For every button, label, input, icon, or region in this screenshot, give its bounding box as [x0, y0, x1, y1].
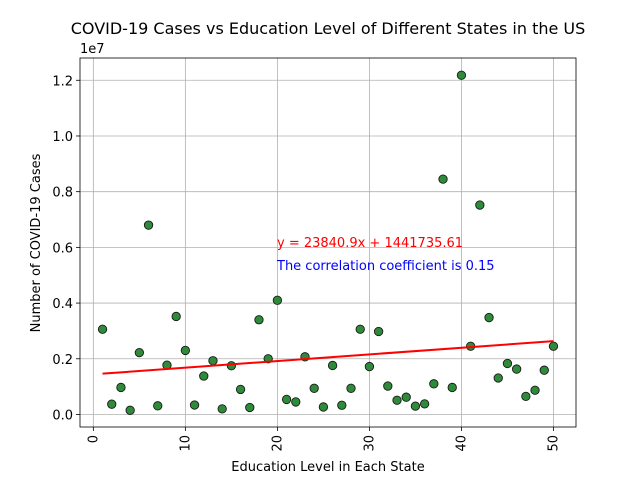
- y-tick-label: 0.2: [52, 353, 73, 368]
- x-tick-label: 20: [270, 435, 285, 452]
- data-point: [226, 361, 237, 371]
- y-tick-label: 0.0: [52, 408, 73, 423]
- data-point: [107, 399, 117, 409]
- data-point: [355, 324, 365, 334]
- x-tick-label: 30: [362, 435, 377, 452]
- data-point: [217, 404, 227, 414]
- data-point: [364, 361, 375, 372]
- data-point: [134, 347, 145, 358]
- data-point: [281, 394, 292, 405]
- data-point: [199, 371, 209, 381]
- regression-equation: y = 23840.9x + 1441735.61: [277, 236, 463, 251]
- data-point: [153, 401, 163, 411]
- data-point: [493, 373, 503, 383]
- data-point: [235, 384, 246, 395]
- data-point: [189, 400, 200, 410]
- axes: 0 10 20 30 40 50 0.0 0.2 0.4 0.6 0.8 1.0 1.2: [52, 57, 577, 452]
- y-tick-label: 0.4: [52, 297, 73, 312]
- data-point: [291, 397, 301, 407]
- y-tick-label: 1.0: [52, 130, 73, 145]
- data-point: [456, 70, 467, 80]
- data-point: [511, 364, 522, 374]
- data-point: [245, 402, 255, 413]
- data-point: [484, 312, 494, 323]
- data-point: [97, 324, 108, 334]
- data-point: [116, 382, 126, 393]
- data-point: [530, 385, 540, 395]
- data-point: [125, 405, 135, 415]
- data-point: [475, 200, 485, 210]
- data-point: [309, 383, 319, 393]
- y-axis-label: Number of COVID-19 Cases: [29, 153, 44, 332]
- x-tick-label: 40: [454, 435, 469, 452]
- data-point: [447, 382, 457, 393]
- data-point: [392, 395, 402, 405]
- data-point: [254, 315, 264, 325]
- y-tick-label: 1.2: [52, 74, 73, 89]
- correlation-text: The correlation coefficient is 0.15: [276, 259, 495, 274]
- y-tick-label: 0.6: [52, 241, 73, 256]
- data-point: [419, 399, 430, 409]
- data-point: [401, 392, 411, 402]
- data-point: [327, 360, 338, 371]
- data-point: [180, 345, 191, 356]
- data-point: [383, 381, 393, 391]
- chart-title: COVID-19 Cases vs Education Level of Dif…: [71, 19, 586, 38]
- data-point: [272, 295, 283, 305]
- data-point: [410, 401, 421, 411]
- grid: [80, 58, 576, 427]
- data-point: [208, 356, 218, 366]
- data-point: [539, 365, 549, 375]
- x-tick-label: 10: [178, 435, 193, 452]
- data-point: [143, 220, 154, 230]
- y-offset-label: 1e7: [80, 42, 105, 57]
- x-tick-label: 0: [86, 435, 101, 443]
- data-point: [429, 379, 439, 389]
- x-axis-label: Education Level in Each State: [231, 460, 424, 475]
- regression-line-layer: [102, 340, 554, 375]
- data-point: [502, 358, 513, 369]
- regression-line: [102, 340, 554, 375]
- data-point: [438, 174, 448, 184]
- y-tick-label: 0.8: [52, 186, 73, 201]
- data-point: [318, 402, 329, 412]
- data-point: [373, 326, 384, 337]
- data-point: [171, 311, 181, 322]
- x-tick-label: 50: [546, 435, 561, 452]
- data-point: [548, 341, 559, 351]
- data-point: [337, 400, 347, 410]
- plot-frame: [79, 57, 577, 428]
- data-point: [346, 383, 356, 393]
- data-point: [521, 391, 531, 402]
